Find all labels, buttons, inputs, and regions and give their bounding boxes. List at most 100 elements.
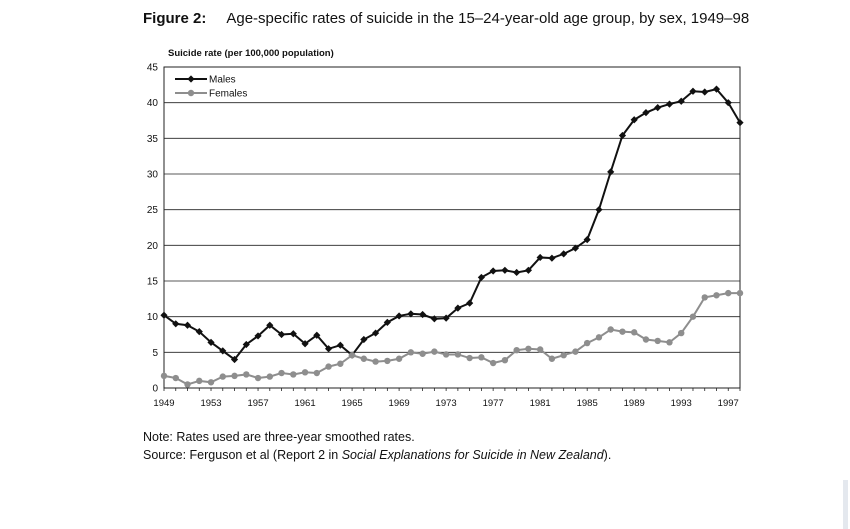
y-tick-label: 30 (147, 170, 159, 181)
data-point-females (313, 369, 321, 377)
data-point-females (431, 348, 438, 355)
data-point-males (477, 273, 485, 282)
data-point-males (607, 168, 615, 176)
source-title: Social Explanations for Suicide in New Z… (341, 448, 604, 462)
data-point-males (618, 131, 627, 140)
source-text: Source: Ferguson et al (Report 2 in Soci… (143, 446, 611, 464)
x-tick-label: 1973 (436, 398, 457, 409)
data-point-females (654, 337, 661, 345)
data-point-females (701, 294, 708, 301)
data-point-males (536, 253, 544, 262)
data-point-females (184, 381, 191, 388)
data-point-females (266, 373, 273, 380)
data-point-males (371, 329, 380, 337)
x-tick-label: 1985 (577, 398, 598, 409)
data-point-females (631, 329, 638, 336)
x-tick-label: 1977 (483, 398, 504, 409)
data-point-males (254, 332, 262, 340)
data-point-males (207, 338, 215, 346)
data-point-males (442, 314, 450, 322)
data-point-females (595, 334, 603, 341)
data-point-females (301, 369, 309, 376)
data-point-females (290, 371, 297, 378)
data-point-females (372, 358, 379, 365)
data-point-females (419, 350, 426, 357)
data-point-females (337, 360, 344, 367)
data-point-females (395, 355, 403, 362)
data-point-females (583, 339, 591, 347)
data-point-females (196, 377, 203, 385)
x-tick-label: 1969 (389, 398, 410, 409)
data-point-males (677, 97, 685, 105)
data-point-males (277, 330, 286, 339)
y-tick-label: 25 (147, 205, 159, 216)
source-suffix: ). (603, 448, 612, 462)
legend-marker-females (187, 89, 195, 97)
data-point-males (219, 347, 227, 355)
data-point-females (607, 326, 614, 333)
data-point-males (172, 320, 180, 328)
y-tick-label: 15 (147, 277, 159, 288)
data-point-males (489, 267, 497, 275)
x-tick-label: 1997 (718, 398, 739, 409)
y-tick-label: 10 (147, 312, 159, 323)
x-tick-label: 1993 (671, 398, 692, 409)
data-point-males (266, 321, 274, 329)
data-point-males (289, 330, 297, 338)
data-point-females (478, 354, 485, 361)
data-point-males (595, 206, 603, 214)
data-point-males (301, 340, 309, 348)
data-point-males (501, 266, 509, 274)
y-tick-label: 45 (147, 63, 159, 74)
data-point-females (536, 346, 544, 353)
data-point-males (336, 341, 344, 349)
data-point-females (454, 351, 462, 358)
source-prefix: Source: Ferguson et al (Report 2 in (143, 448, 342, 462)
x-tick-label: 1981 (530, 398, 551, 409)
data-point-males (642, 109, 650, 117)
figure-label: Figure 2: (143, 10, 207, 27)
figure-title-text: Age-specific rates of suicide in the 15–… (226, 10, 750, 27)
data-point-males (160, 311, 168, 319)
legend-label-males: Males (209, 75, 236, 86)
data-point-males (524, 266, 533, 274)
data-point-females (219, 373, 226, 380)
data-point-males (665, 100, 674, 108)
data-point-females (572, 348, 579, 355)
data-point-females (160, 372, 168, 380)
data-point-females (489, 359, 497, 367)
y-tick-label: 0 (152, 384, 158, 395)
data-point-males (313, 331, 321, 339)
x-tick-label: 1965 (342, 398, 363, 409)
y-tick-label: 5 (152, 348, 158, 359)
data-point-males (724, 99, 732, 107)
plot-frame (163, 66, 741, 389)
figure-notes: Note: Rates used are three-year smoothed… (143, 428, 611, 464)
data-point-females (560, 351, 567, 359)
data-point-males (407, 310, 415, 318)
data-point-females (172, 374, 179, 382)
x-tick-label: 1953 (200, 398, 221, 409)
data-point-males (395, 312, 403, 320)
data-point-females (231, 372, 238, 380)
data-point-males (630, 116, 638, 124)
page-edge-mark (843, 480, 848, 529)
x-tick-label: 1957 (247, 398, 268, 409)
data-point-females (442, 351, 450, 358)
data-point-males (242, 340, 250, 349)
data-point-females (736, 289, 744, 297)
data-point-females (713, 292, 720, 299)
data-point-males (454, 304, 462, 312)
data-point-females (384, 357, 391, 365)
data-point-males (689, 87, 697, 95)
data-point-males (230, 355, 239, 364)
data-point-females (243, 371, 250, 378)
data-point-males (583, 236, 591, 244)
data-point-males (195, 328, 203, 336)
data-point-females (689, 313, 697, 320)
data-point-males (324, 345, 333, 353)
legend-marker-males (187, 75, 195, 83)
data-point-females (619, 328, 626, 335)
data-point-females (407, 349, 415, 356)
data-point-males (654, 104, 662, 112)
